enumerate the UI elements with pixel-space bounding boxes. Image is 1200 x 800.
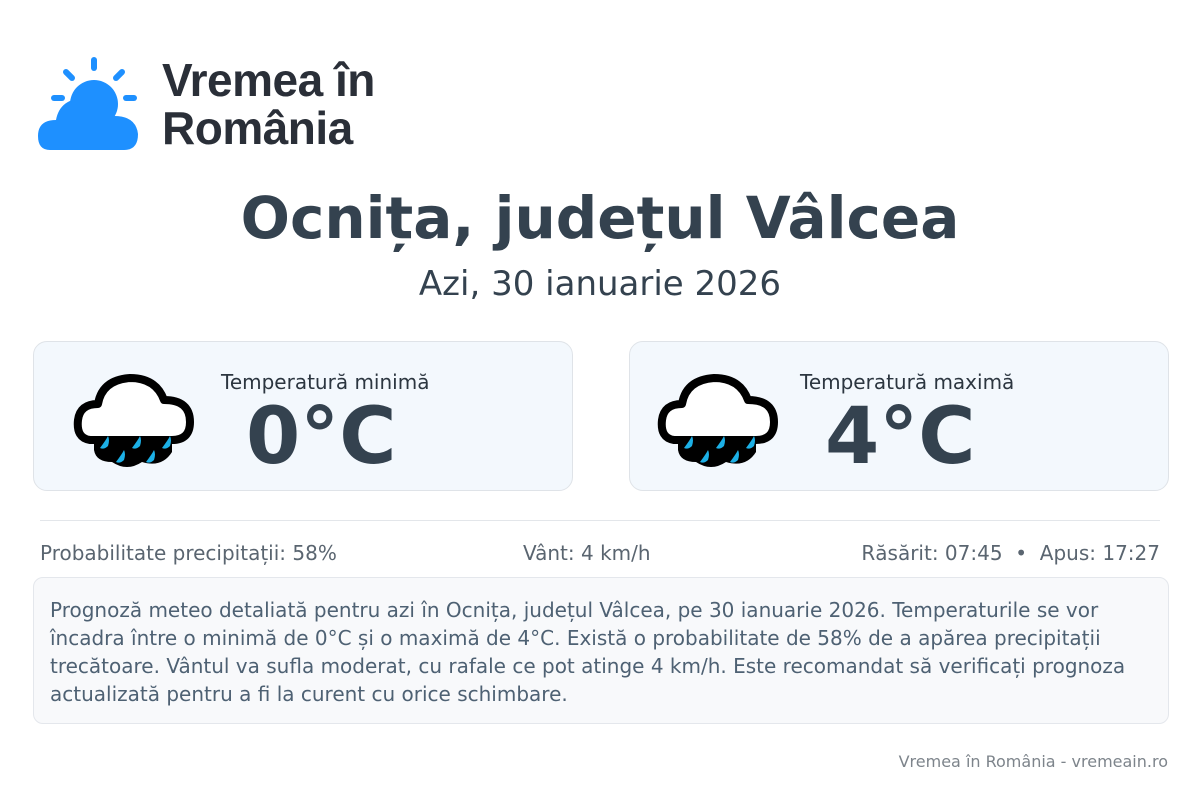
sun-cloud-icon — [38, 57, 138, 150]
precipitation-stat: Probabilitate precipitații: 58% — [40, 541, 337, 565]
min-temp-label: Temperatură minimă — [221, 370, 430, 394]
divider — [40, 520, 1160, 521]
min-temp-value: 0°C — [246, 392, 397, 482]
max-temp-card: Temperatură maximă 4°C — [629, 341, 1169, 491]
brand-line1: Vremea în — [162, 54, 375, 106]
rain-cloud-icon — [73, 374, 194, 467]
page-title: Ocnița, județul Vâlcea — [240, 184, 960, 252]
wind-stat: Vânt: 4 km/h — [523, 541, 651, 565]
forecast-description: Prognoză meteo detaliată pentru azi în O… — [33, 577, 1169, 724]
sun-times-stat: Răsărit: 07:45 • Apus: 17:27 — [861, 541, 1160, 565]
footer-credit[interactable]: Vremea în România - vremeain.ro — [898, 752, 1168, 771]
brand-line2: România — [162, 102, 353, 154]
forecast-date: Azi, 30 ianuarie 2026 — [418, 264, 782, 304]
site-logo[interactable]: Vremea în România — [36, 54, 375, 154]
max-temp-value: 4°C — [825, 392, 976, 482]
min-temp-card: Temperatură minimă 0°C — [33, 341, 573, 491]
max-temp-label: Temperatură maximă — [800, 370, 1015, 394]
rain-cloud-icon — [657, 374, 778, 467]
